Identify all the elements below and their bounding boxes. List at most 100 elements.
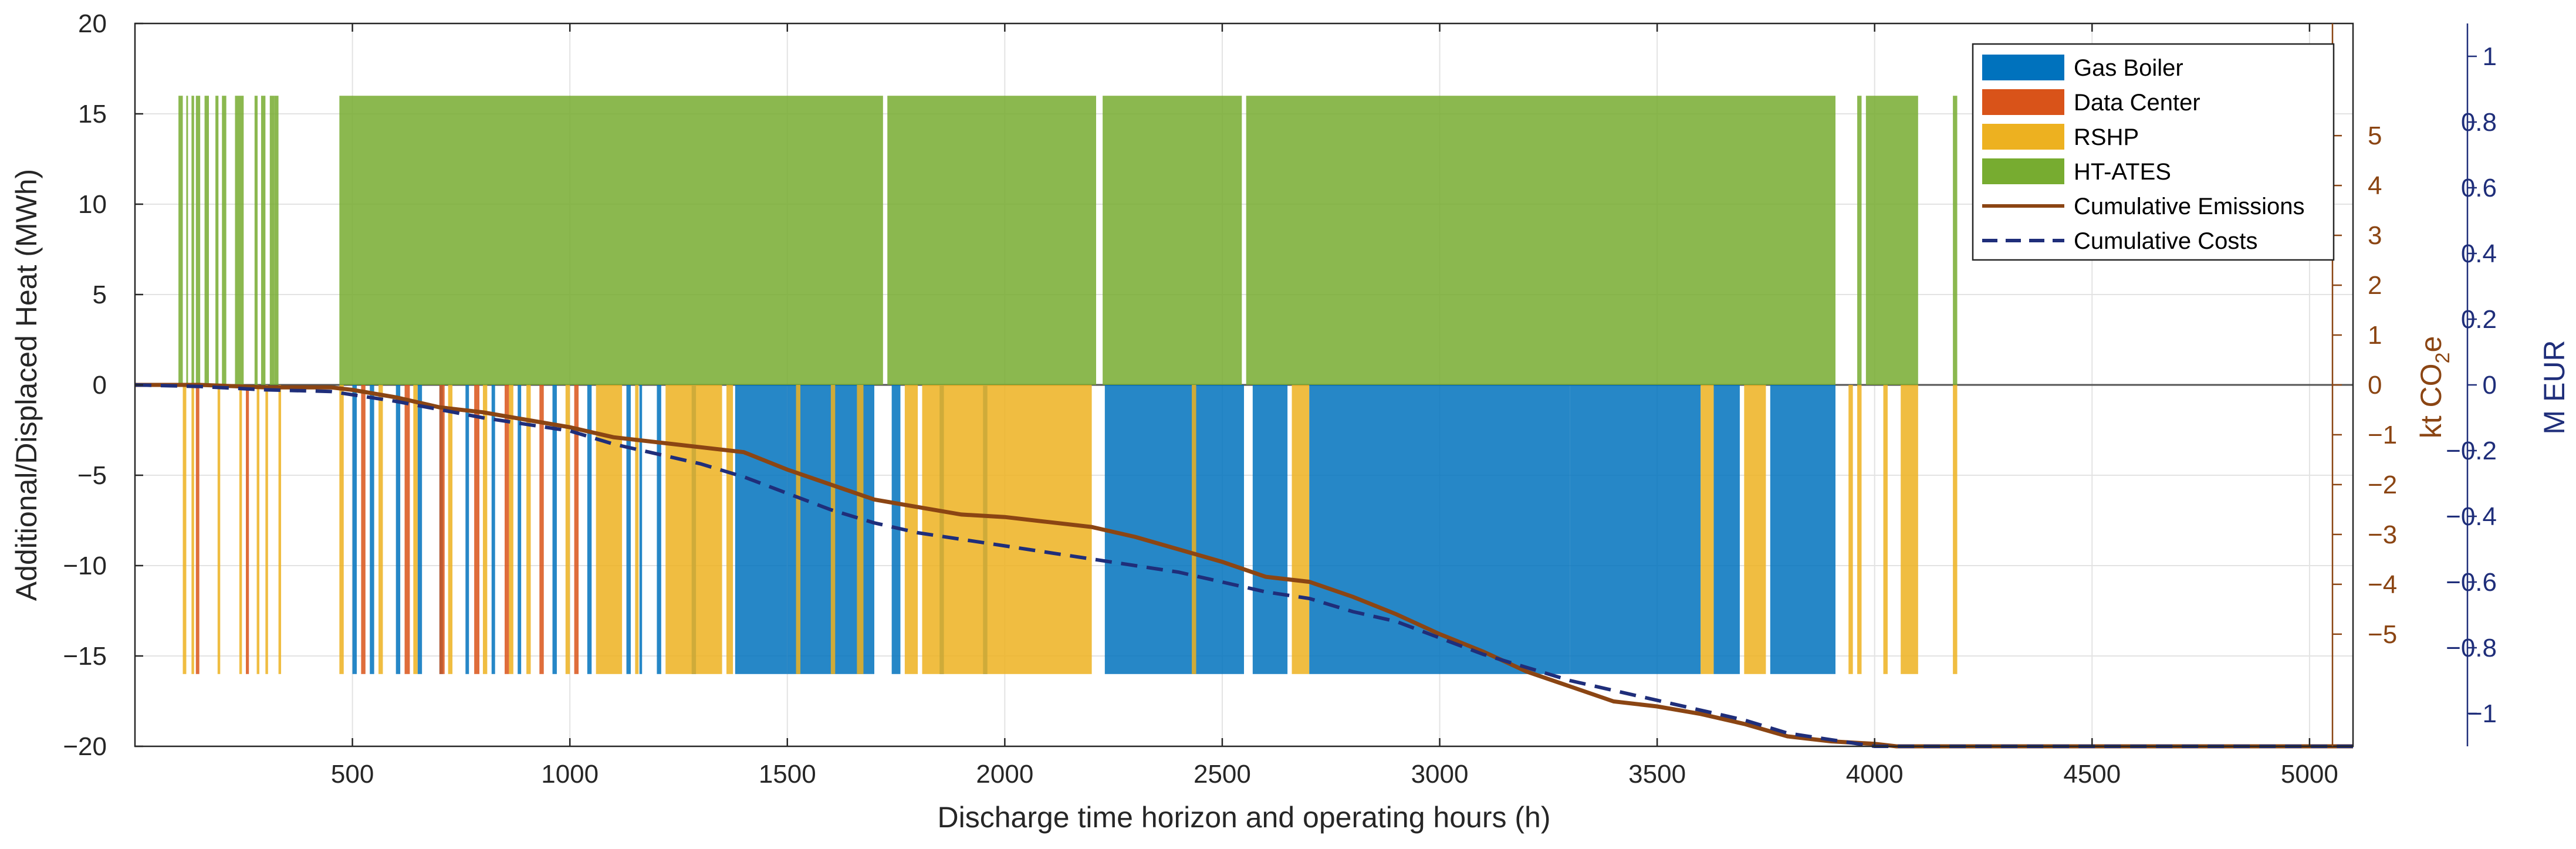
bar-rshp [448,385,453,674]
bar-data-center [361,385,366,674]
bar-gas-boiler [352,385,357,674]
bar-rshp [1744,385,1766,674]
bar-ht-ates [887,96,1096,385]
eur-axis-tick-label: 0.6 [2461,174,2497,202]
legend-swatch-rshp [1982,124,2064,150]
eur-axis-tick-label: 1 [2483,42,2497,71]
bar-ht-ates [261,96,266,385]
bar-gas-boiler [626,385,631,674]
y-tick-label: 15 [78,100,107,128]
y-tick-label: −10 [63,552,107,580]
bar-gas-boiler [735,385,787,674]
bar-rshp [1292,385,1310,674]
eur-axis-tick-label: −0.2 [2446,437,2497,465]
bar-data-center [474,385,480,674]
bar-rshp [482,385,488,674]
x-tick-label: 1500 [759,760,816,789]
bar-ht-ates [204,96,209,385]
legend-label-cumulative-emissions: Cumulative Emissions [2074,194,2304,219]
bar-ht-ates [235,96,244,385]
y-tick-label: 0 [93,371,107,400]
bar-rshp [1883,385,1888,674]
bar-rshp [1701,385,1714,674]
co2-axis-tick-label: 1 [2368,321,2382,350]
bar-gas-boiler [417,385,422,674]
y-axis-label: Additional/Displaced Heat (MWh) [10,169,43,601]
co2-axis-tick-label: 5 [2368,121,2382,150]
bar-ht-ates [1103,96,1242,385]
bar-data-center [539,385,544,674]
bar-rshp [635,385,639,674]
bar-ht-ates [1246,96,1835,385]
bar-gas-boiler [1252,385,1288,674]
bar-rshp [1953,385,1958,674]
bar-layer [178,96,1958,674]
bar-rshp [339,385,344,674]
x-tick-label: 500 [331,760,374,789]
bar-rshp [1857,385,1862,674]
eur-axis-label: M EUR [2538,340,2571,434]
bar-rshp [665,385,722,674]
x-tick-label: 4500 [2063,760,2121,789]
bar-rshp [413,385,418,674]
legend-label-data-center: Data Center [2074,90,2200,116]
eur-axis-tick-label: −1 [2467,699,2497,728]
bar-gas-boiler [639,385,643,674]
bar-rshp [596,385,623,674]
bar-data-center [439,385,445,674]
bar-rshp [239,385,242,674]
bar-ht-ates [178,96,183,385]
bar-rshp [278,385,282,674]
bar-gas-boiler [1713,385,1740,674]
bar-rshp [256,385,259,674]
legend-label-ht-ates: HT-ATES [2074,159,2171,185]
bar-ht-ates [215,96,219,385]
y-tick-label: −20 [63,732,107,761]
y-tick-label: 10 [78,190,107,219]
legend-swatch-gas-boiler [1982,55,2064,80]
axes: 500 1000 1500 2000 2500 3000 3500 4000 4500 5000−… [10,9,2571,834]
bar-rshp [509,385,513,674]
eur-axis-tick-label: −0.8 [2446,634,2497,662]
bar-gas-boiler [1309,385,1570,674]
co2-axis-tick-label: 3 [2368,221,2382,250]
co2-axis-tick-label: −2 [2368,471,2397,499]
bar-rshp [378,385,383,674]
line-cumulative-emissions [135,383,2353,749]
bar-data-center [404,385,410,674]
bar-rshp [1848,385,1853,674]
eur-axis-tick-label: 0.8 [2461,108,2497,137]
x-tick-label: 1000 [541,760,599,789]
co2-axis-label: kt CO2e [2415,336,2454,439]
bar-rshp [217,385,221,674]
y-tick-label: −15 [63,642,107,671]
y-tick-label: 20 [78,9,107,38]
y-tick-label: 5 [93,280,107,309]
co2-axis-tick-label: 2 [2368,271,2382,300]
co2-axis-tick-label: −1 [2368,421,2397,449]
bar-gas-boiler [1570,385,1701,674]
bar-gas-boiler [491,385,495,674]
eur-axis-tick-label: −0.4 [2446,502,2497,531]
eur-axis-tick-label: 0.2 [2461,305,2497,334]
bar-gas-boiler [657,385,661,674]
eur-axis-tick-label: 0 [2483,371,2497,400]
bar-rshp [726,385,733,674]
bar-rshp [857,385,864,674]
bar-gas-boiler [1770,385,1835,674]
bar-rshp [1901,385,1918,674]
bar-gas-boiler [395,385,401,674]
legend-swatch-data-center [1982,89,2064,115]
bar-gas-boiler [465,385,469,674]
co2-axis-tick-label: 4 [2368,171,2382,200]
x-tick-label: 3500 [1628,760,1686,789]
x-tick-label: 3000 [1411,760,1469,789]
x-tick-label: 5000 [2281,760,2338,789]
bar-ht-ates [222,96,227,385]
bar-ht-ates [186,96,188,385]
bar-rshp [830,385,836,674]
bar-gas-boiler [1104,385,1244,674]
legend-label-gas-boiler: Gas Boiler [2074,55,2183,81]
bar-data-center [505,385,509,674]
